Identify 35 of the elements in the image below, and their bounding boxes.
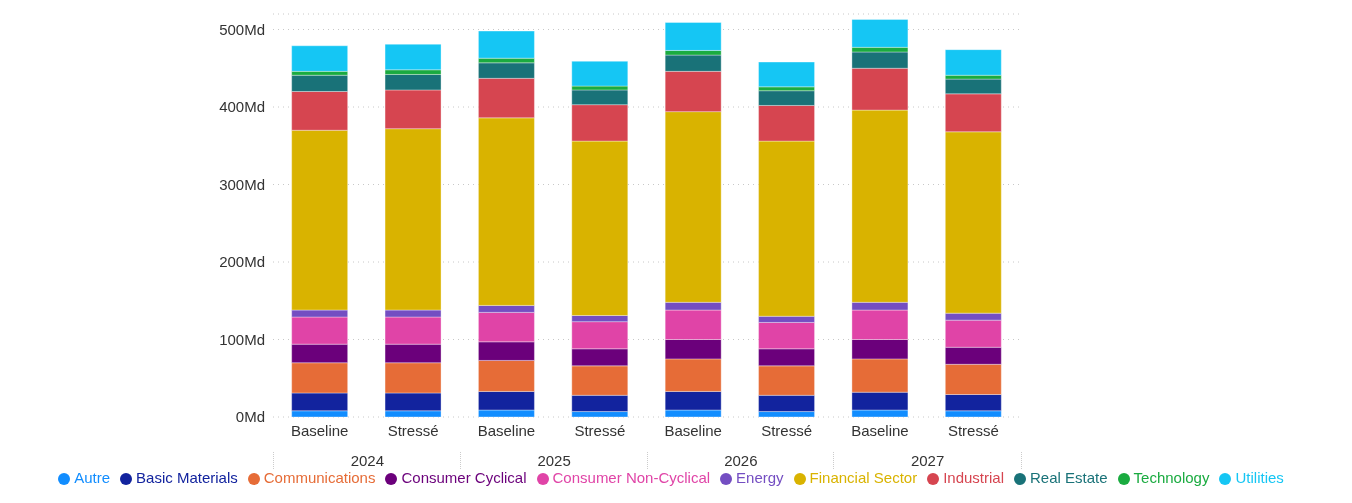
legend-label: Autre [74,469,111,486]
bar [571,60,629,87]
bar [944,49,1002,76]
legend-label: Consumer Non-Cyclical [552,469,711,486]
bar [477,30,535,59]
legend-label: Real Estate [1030,469,1108,486]
x-tick-label: Stressé [387,421,439,439]
text: 2026 [646,452,835,469]
y-tick-label: 0Md [235,408,265,426]
legend-label: Financial Sector [809,469,918,486]
y-tick-label: 100Md [219,330,265,348]
text: 2027 [833,452,1022,469]
x-tick-label: Stressé [761,421,812,439]
legend-label: Utilities [1235,469,1284,486]
y-tick-label: 400Md [219,98,265,116]
text: 2025 [459,452,648,469]
legend-label: Communications [263,469,376,486]
legend-label: Energy [736,469,784,486]
bar [758,61,816,88]
x-tick-label: Baseline [664,421,722,439]
legend-label: Industrial [943,469,1005,486]
x-tick-label: Stressé [947,421,999,439]
x-tick-label: Baseline [290,421,349,439]
bar [384,43,442,71]
legend-label: Technology [1133,469,1210,486]
y-tick-label: 500Md [219,20,265,38]
x-tick-label: Baseline [477,421,536,439]
legend-label: Basic Materials [136,469,238,486]
y-tick-label: 200Md [219,253,265,271]
x-tick-label: Stressé [574,421,626,439]
text: 2024 [273,452,461,469]
legend-label: Consumer Cyclical [401,469,527,486]
bar [291,45,349,72]
x-tick-label: Baseline [851,421,909,439]
y-tick-label: 300Md [219,175,265,193]
